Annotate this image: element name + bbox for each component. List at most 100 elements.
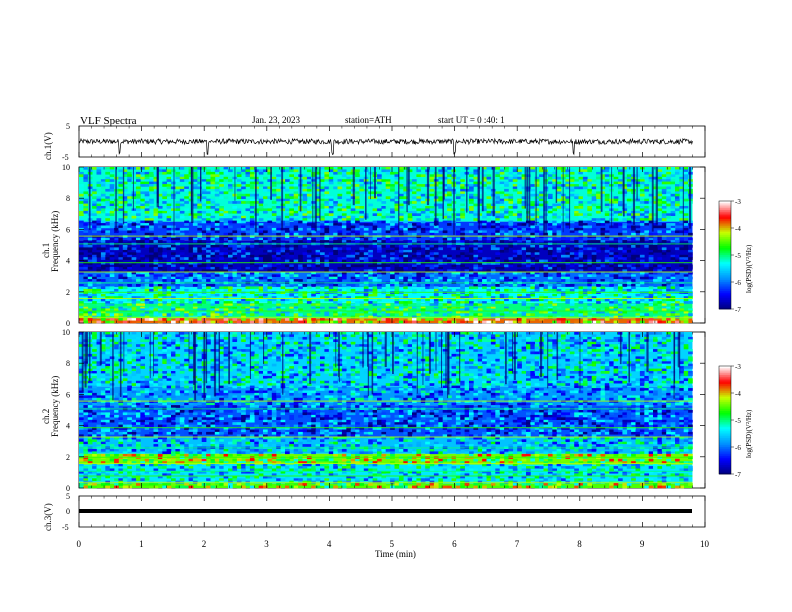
spec1-cell [403,210,408,214]
spec1-cell [175,215,181,219]
spec1-cell [460,249,465,253]
spec1-cell [609,262,614,265]
spec1-cell [512,257,518,260]
spec1-streak [477,167,480,223]
spec1-cell [315,213,321,216]
spec1-cell [188,218,194,221]
spec1-cell [219,308,224,312]
spec1-cell [92,288,97,292]
spec1-cell [258,208,264,212]
spec1-cell [105,298,110,302]
spec1-cell [521,274,527,277]
spec1-cell [539,293,544,297]
spec1-cell [166,274,172,277]
spec1-cell [561,298,566,302]
spec1-cell [591,254,597,258]
spec1-cell [201,245,207,248]
spec1-cell [285,245,290,248]
spec1-cell [670,303,676,307]
spec1-cell [407,169,413,173]
spec1-cell [398,320,404,324]
spec1-cell [425,227,430,231]
spec1-cell [679,184,684,187]
spec1-cell [175,201,181,204]
spec1-cell [311,184,316,187]
spec1-cell [460,193,465,197]
spec1-cell [87,308,93,312]
spec1-cell [661,230,667,234]
spec1-cell [390,262,395,265]
spec1-cell [118,193,124,197]
spec1-cell [473,218,479,221]
spec1-cell [79,293,84,297]
spec1-cell [447,293,452,297]
spec1-cell [109,213,115,216]
spec1-cell [157,245,163,248]
spec1-cell [306,259,312,263]
spec1-cell [420,271,426,275]
spec1-cell [398,193,404,197]
spec1-cell [653,288,658,292]
spec1-cell [122,223,128,226]
spec1-cell [574,276,579,280]
spec1-cell [556,188,562,192]
spec1-cell [644,210,649,214]
spec1-cell [670,254,676,258]
spec1-cell [166,296,172,299]
spec1-cell [604,206,610,209]
spec1-cell [153,296,159,299]
spec1-cell [136,167,141,170]
spec1-cell [363,264,369,268]
spec1-cell [83,266,89,270]
spec1-cell [140,225,145,229]
spec1-cell [149,249,154,253]
spec1-cell [105,196,110,199]
spec1-cell [618,215,623,219]
spec1-streak [88,167,91,230]
spec1-cell [556,274,562,277]
spec1-cell [153,274,159,277]
spec1-cell [315,193,321,197]
spec1-cell [565,288,571,292]
spec1-cell [333,249,338,253]
spec1-cell [596,259,601,263]
spec1-cell [214,266,220,270]
spec1-cell [149,310,154,314]
spec1-cell [412,308,417,312]
spec1-cell [122,193,128,197]
spec1-cell [425,240,430,243]
spec1-cell [517,186,522,190]
spec1-cell [201,188,207,192]
spec1-cell [341,171,347,175]
spec1-cell [333,179,338,182]
spec1-cell [635,293,641,297]
spec1-cell [210,196,216,199]
spec1-cell [670,310,676,314]
spec1-cell [368,223,373,226]
spec1-cell [547,174,553,177]
spec1-cell [547,276,553,280]
spec1-cell [644,184,649,187]
spec1-cell [416,230,422,234]
spec1-cell [293,201,299,204]
spec1-cell [416,169,422,173]
spec1-cell [289,232,294,236]
spec1-cell [390,186,395,190]
spec1-cell [517,310,522,314]
spec1-cell [131,288,137,292]
spec1-cell [574,184,579,187]
spec1-cell [398,310,404,314]
spec1-cell [263,176,268,180]
spec1-cell [228,293,233,297]
spec1-cell [582,181,588,185]
spec1-cell [464,269,470,273]
spec1-cell [416,271,422,275]
spec1-cell [162,293,167,297]
spec1-cell [171,296,176,299]
spec1-cell [188,305,194,309]
spec1-cell [578,210,584,214]
spec1-cell [223,293,229,297]
spec1-cell [144,167,150,170]
spec1-cell [596,206,601,209]
spec1-cell [517,254,522,258]
